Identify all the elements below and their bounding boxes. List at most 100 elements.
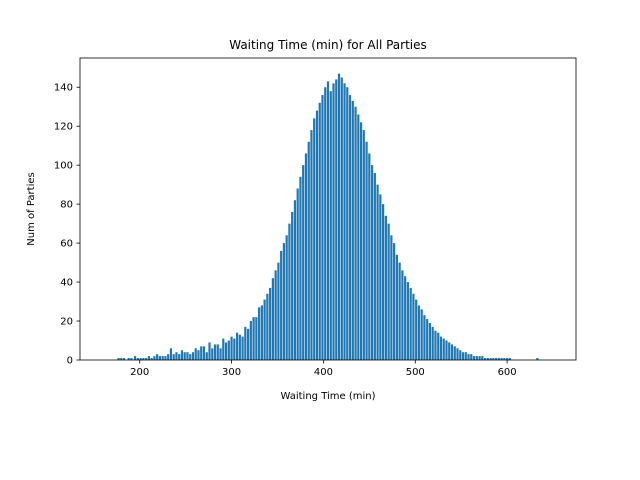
bar: [343, 83, 346, 360]
bar: [252, 317, 255, 360]
bar: [437, 332, 440, 360]
x-axis-label: Waiting Time (min): [280, 391, 375, 402]
bar: [417, 305, 421, 360]
bar: [313, 118, 316, 361]
bar: [233, 338, 236, 360]
bar-series: [117, 73, 539, 361]
y-tick-label: 100: [54, 161, 73, 172]
bar: [307, 141, 310, 360]
y-tick-label: 20: [60, 317, 73, 328]
bar: [230, 336, 233, 360]
bar: [337, 73, 341, 360]
bar: [431, 326, 434, 360]
bar: [434, 330, 437, 360]
bar: [503, 358, 506, 360]
bar: [348, 95, 352, 361]
bar: [428, 322, 432, 360]
bar: [136, 358, 139, 360]
bar: [362, 130, 365, 360]
bar: [467, 354, 470, 360]
bar: [365, 141, 368, 360]
x-tick-label: 600: [498, 367, 517, 378]
bar: [178, 354, 181, 360]
bar: [398, 262, 401, 360]
bar: [299, 176, 302, 360]
bar: [258, 307, 261, 360]
bar: [175, 352, 178, 360]
bar: [412, 293, 415, 360]
bar: [211, 348, 214, 360]
chart-title: Waiting Time (min) for All Parties: [229, 38, 427, 52]
bar: [127, 358, 130, 360]
bar: [186, 352, 189, 360]
bar: [401, 270, 404, 360]
bar: [357, 114, 360, 360]
bar: [329, 91, 332, 361]
bar: [222, 338, 225, 360]
bar: [461, 352, 465, 360]
bar: [205, 352, 208, 360]
bar: [122, 358, 126, 360]
bar: [293, 200, 297, 360]
bar: [450, 344, 454, 360]
bar: [382, 204, 385, 360]
y-axis-ticks: 0 20 40 60 80 100 120 140: [54, 83, 80, 367]
bar: [478, 356, 481, 360]
bar: [324, 87, 327, 360]
bar: [409, 287, 412, 360]
bar: [134, 356, 137, 360]
bar: [224, 342, 228, 360]
y-tick-label: 120: [54, 122, 73, 133]
bar: [346, 87, 349, 360]
bar: [442, 338, 445, 360]
bar: [274, 270, 277, 360]
bar: [379, 194, 382, 360]
bar: [448, 342, 451, 360]
y-tick-label: 140: [54, 83, 73, 94]
bar: [310, 130, 313, 360]
bar: [120, 358, 123, 360]
bar: [332, 83, 335, 360]
bar: [315, 110, 319, 360]
bar: [271, 278, 274, 360]
bar: [288, 223, 291, 360]
bar: [197, 350, 200, 360]
bar: [373, 172, 376, 360]
bar: [426, 319, 429, 360]
bar: [202, 346, 206, 360]
bar: [208, 342, 211, 360]
bar: [508, 358, 511, 360]
bar: [506, 358, 509, 360]
bar: [172, 354, 175, 360]
bar: [415, 299, 418, 360]
y-tick-label: 80: [60, 200, 73, 211]
bar: [393, 243, 396, 360]
bar: [387, 223, 390, 360]
x-tick-label: 400: [314, 367, 333, 378]
bar: [483, 358, 487, 360]
bar: [266, 293, 269, 360]
bar: [420, 309, 423, 360]
bar: [167, 354, 170, 360]
y-tick-label: 40: [60, 278, 73, 289]
bar: [249, 321, 252, 360]
plot-frame: [79, 57, 577, 361]
bar: [282, 243, 286, 360]
bar: [161, 356, 164, 360]
bar: [384, 215, 387, 360]
bar: [423, 315, 426, 360]
bar: [189, 354, 192, 360]
bar: [335, 79, 338, 361]
bar: [142, 358, 145, 360]
bar: [200, 346, 203, 360]
bar: [145, 358, 148, 360]
bar: [227, 340, 230, 360]
bar: [472, 356, 476, 360]
bar: [277, 262, 280, 360]
bar: [459, 350, 462, 360]
bar: [475, 356, 478, 360]
bar: [321, 95, 324, 361]
y-axis-label: Num of Parties: [26, 172, 37, 245]
y-tick-label: 0: [67, 356, 73, 367]
